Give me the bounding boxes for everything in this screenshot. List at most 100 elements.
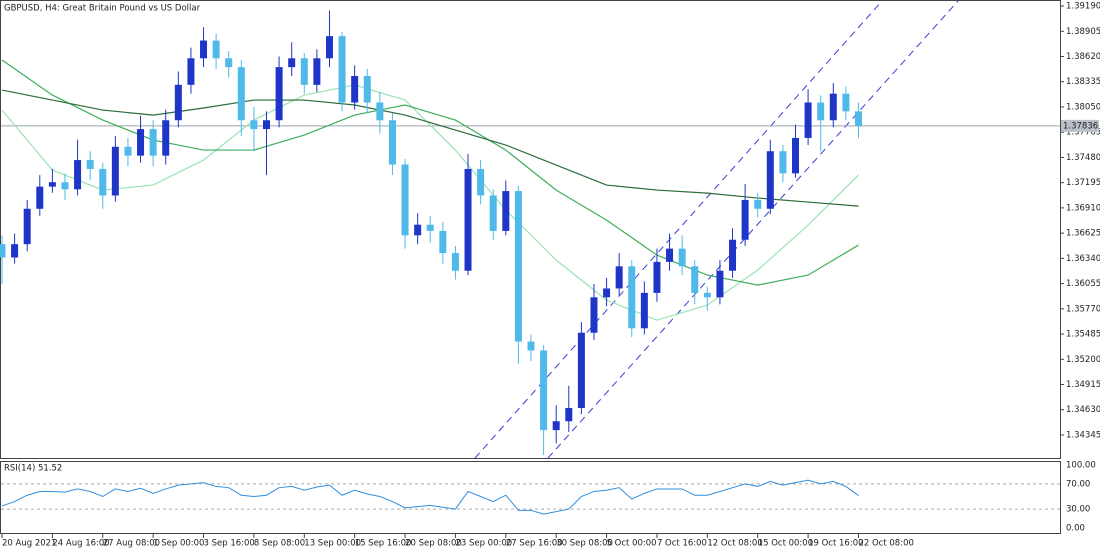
main-panel xyxy=(0,0,1061,459)
candle-body xyxy=(187,58,195,85)
candle-body xyxy=(603,288,611,298)
rsi-panel xyxy=(0,461,1061,534)
y-tick-label: 1.39190 xyxy=(1066,2,1100,12)
candle-body xyxy=(200,40,208,59)
x-tick-label: 1 Sep 00:00 xyxy=(153,539,204,549)
candle-body xyxy=(439,230,447,254)
candle-body xyxy=(250,120,258,130)
candle-body xyxy=(414,224,422,236)
x-tick-label: 24 Aug 16:00 xyxy=(52,539,109,549)
candle-body xyxy=(842,93,850,112)
candle-body xyxy=(212,40,220,59)
candle-body xyxy=(11,244,19,258)
y-tick-label: 1.34630 xyxy=(1066,405,1100,415)
candle-body xyxy=(678,248,686,267)
candle-body xyxy=(48,182,56,187)
candle-body xyxy=(263,120,270,130)
y-tick-label: 1.36910 xyxy=(1066,203,1100,213)
candle-body xyxy=(792,137,799,174)
candle-body xyxy=(325,36,333,59)
candle-body xyxy=(540,350,548,431)
candle-body xyxy=(829,93,837,121)
candle-body xyxy=(514,191,522,342)
y-tick-label: 1.38050 xyxy=(1066,102,1100,112)
candle-body xyxy=(388,120,396,165)
candle-body xyxy=(237,67,245,121)
y-tick-label: 1.36340 xyxy=(1066,254,1100,264)
candle-body xyxy=(716,270,724,298)
y-tick-label: 1.34345 xyxy=(1066,430,1100,440)
candle-body xyxy=(666,248,674,262)
y-tick-label: 1.36055 xyxy=(1066,279,1100,289)
candle-body xyxy=(288,58,296,68)
candle-body xyxy=(754,199,762,209)
x-tick-label: 15 Oct 00:00 xyxy=(758,539,813,549)
candle-body xyxy=(363,75,371,103)
candle-body xyxy=(300,58,308,85)
candle-body xyxy=(817,102,825,121)
candle-body xyxy=(779,151,787,174)
y-tick-label: 0.00 xyxy=(1066,524,1085,534)
y-tick-label: 100.00 xyxy=(1066,461,1096,471)
x-tick-label: 8 Sep 08:00 xyxy=(254,539,305,549)
candle-body xyxy=(124,146,132,156)
candle-body xyxy=(703,292,711,298)
y-tick-label: 30.00 xyxy=(1066,505,1090,515)
candle-body xyxy=(615,266,623,289)
candle-body xyxy=(111,146,119,196)
rsi-title: RSI(14) 51.52 xyxy=(4,464,62,474)
candle-body xyxy=(376,102,384,121)
candle-body xyxy=(766,151,774,209)
y-tick-label: 1.38335 xyxy=(1066,77,1100,87)
candle-body xyxy=(640,292,648,329)
candle-body xyxy=(691,266,699,293)
x-tick-label: 20 Aug 2021 xyxy=(2,539,56,549)
candle-body xyxy=(36,186,44,209)
x-tick-label: 19 Oct 16:00 xyxy=(808,539,863,549)
candle-body xyxy=(351,75,359,103)
candle-body xyxy=(577,332,585,408)
y-tick-label: 1.37480 xyxy=(1066,153,1100,163)
candle-body xyxy=(464,168,472,271)
candle-body xyxy=(451,253,459,271)
candle-body xyxy=(74,160,82,190)
y-tick-label: 1.36625 xyxy=(1066,229,1100,239)
y-tick-label: 1.38620 xyxy=(1066,52,1100,62)
candle-body xyxy=(854,111,862,126)
candle-body xyxy=(426,224,434,231)
candle-body xyxy=(313,58,321,85)
candle-body xyxy=(86,160,94,169)
candle-body xyxy=(0,244,6,258)
x-tick-label: 27 Aug 08:00 xyxy=(103,539,160,549)
moving-average xyxy=(1,84,859,321)
candle-body xyxy=(149,129,157,156)
y-tick-label: 1.35770 xyxy=(1066,304,1100,314)
candle-body xyxy=(502,191,510,231)
x-tick-label: 13 Sep 00:00 xyxy=(304,539,361,549)
y-tick-label: 1.37765 xyxy=(1066,128,1100,138)
candle-body xyxy=(99,168,107,196)
moving-average xyxy=(1,89,859,207)
x-tick-label: 5 Oct 00:00 xyxy=(607,539,657,549)
y-tick-label: 1.37195 xyxy=(1066,178,1100,188)
candle-body xyxy=(804,102,812,138)
candle-body xyxy=(552,421,560,431)
candle-body xyxy=(741,199,749,240)
candle-body xyxy=(628,266,636,329)
x-tick-label: 20 Sep 08:00 xyxy=(405,539,462,549)
channel-line xyxy=(547,0,959,459)
x-tick-label: 22 Oct 08:00 xyxy=(858,539,913,549)
x-tick-label: 30 Sep 08:00 xyxy=(556,539,613,549)
candle-body xyxy=(489,195,497,231)
x-tick-label: 27 Sep 16:00 xyxy=(506,539,563,549)
candle-body xyxy=(527,341,535,351)
x-tick-label: 15 Sep 16:00 xyxy=(355,539,412,549)
x-tick-label: 12 Oct 08:00 xyxy=(707,539,762,549)
chart-title: GBPUSD, H4: Great Britain Pound vs US Do… xyxy=(4,4,201,14)
candle-body xyxy=(23,208,31,245)
last-price-box xyxy=(1061,119,1099,132)
x-tick-label: 7 Oct 16:00 xyxy=(657,539,707,549)
y-tick-label: 1.35485 xyxy=(1066,330,1100,340)
candle-body xyxy=(653,261,661,293)
